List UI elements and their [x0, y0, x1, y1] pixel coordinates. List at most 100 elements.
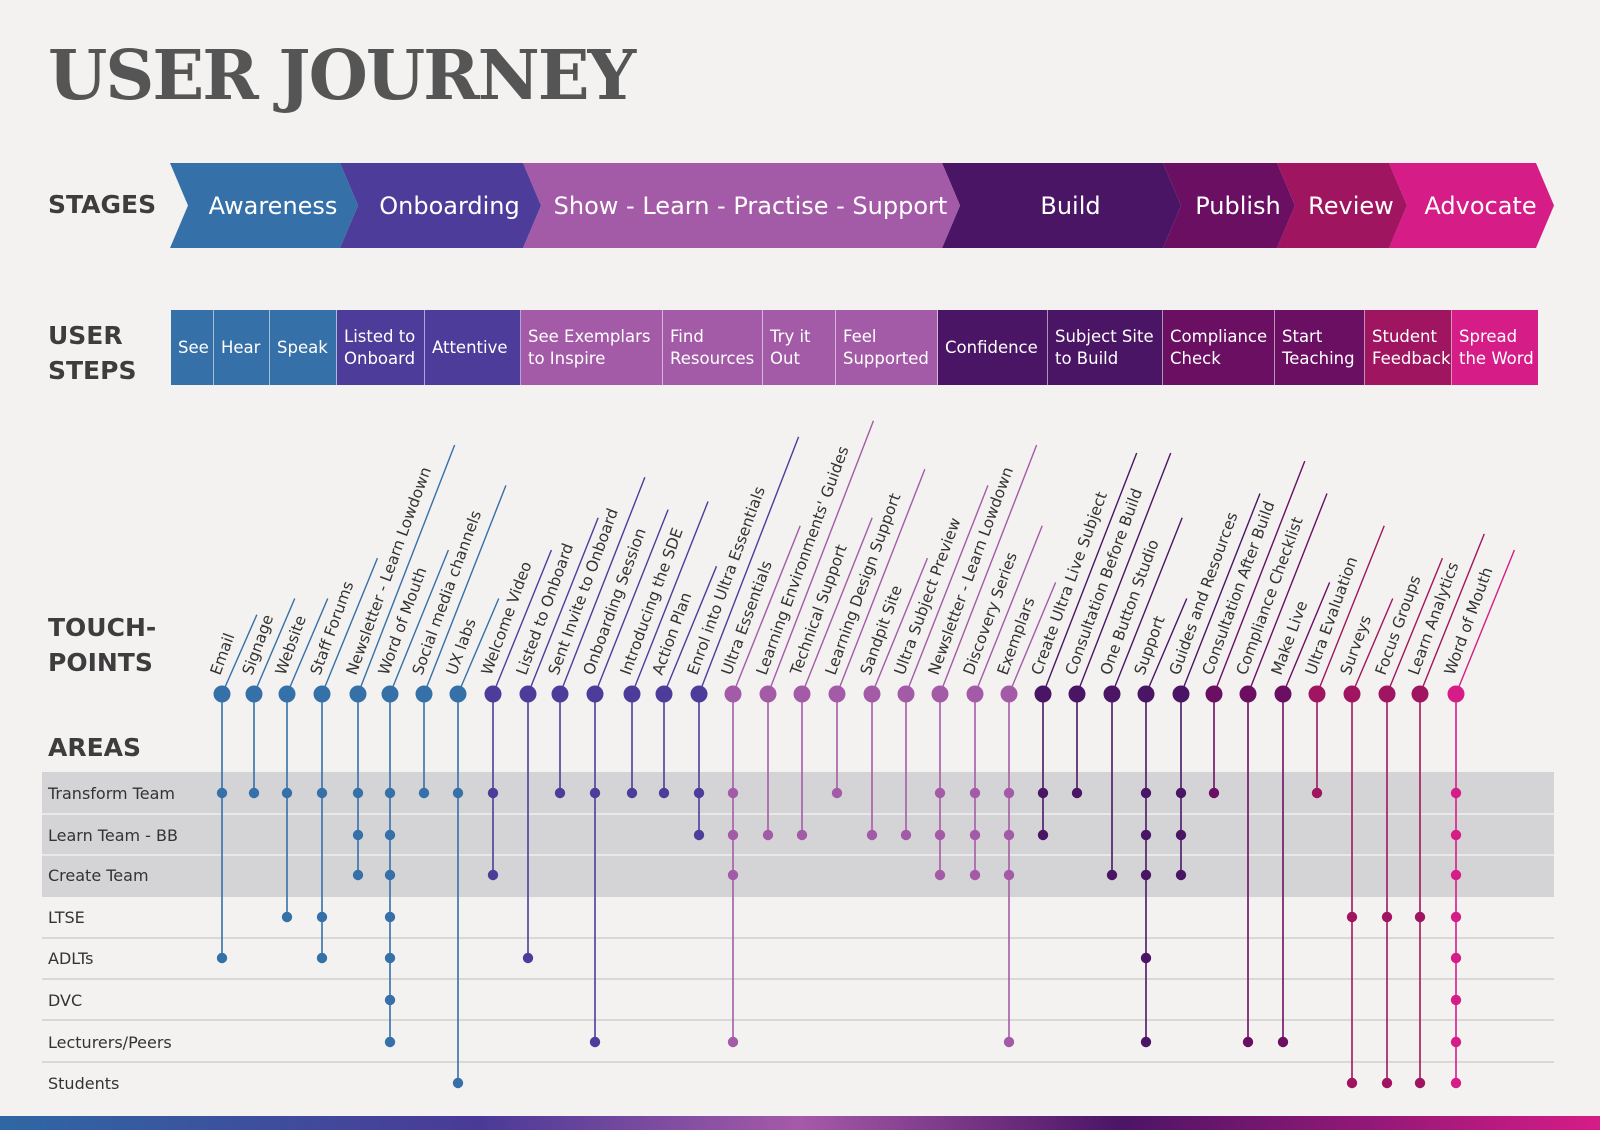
- touchpoint-leader-line: [527, 517, 599, 695]
- area-dot: [352, 829, 364, 841]
- area-dot: [727, 1036, 739, 1048]
- user-step-feel-supported: Feel Supported: [836, 310, 938, 385]
- user-step-hear: Hear: [214, 310, 270, 385]
- touchpoint-node-ux-labs: [449, 685, 467, 703]
- user-step-student-feedback: Student Feedback: [1365, 310, 1452, 385]
- user-step-attentive: Attentive: [425, 310, 521, 385]
- touchpoint-leader-line: [357, 444, 456, 695]
- area-dot: [969, 787, 981, 799]
- area-dot: [352, 869, 364, 881]
- areas-label: AREAS: [48, 733, 142, 762]
- touchpoint-leader-line: [221, 614, 258, 695]
- area-dot: [554, 787, 566, 799]
- area-label-lecturers-peers: Lecturers/Peers: [48, 1033, 172, 1052]
- touchpoint-leader-line: [423, 485, 507, 695]
- touchpoint-lines: [221, 420, 1516, 1083]
- touchpoint-node-compliance-checklist: [1239, 685, 1257, 703]
- page-title: USER JOURNEY: [48, 36, 636, 116]
- touchpoint-leader-line: [559, 477, 646, 695]
- touchpoint-leader-line: [1455, 549, 1516, 695]
- area-dot: [384, 1036, 396, 1048]
- user-step-label: Confidence: [945, 337, 1038, 357]
- touchpoint-node-onboarding-session: [586, 685, 604, 703]
- touchpoint-leader-line: [1111, 517, 1183, 695]
- area-dot: [693, 787, 705, 799]
- touchpoint-leader-line: [457, 598, 500, 695]
- area-dot: [452, 1077, 464, 1089]
- area-dot: [727, 869, 739, 881]
- area-dot: [452, 787, 464, 799]
- area-dot: [1175, 829, 1187, 841]
- area-dot: [1140, 869, 1152, 881]
- area-dot: [1381, 1077, 1393, 1089]
- area-dot: [248, 787, 260, 799]
- stage-review: Review: [1308, 191, 1394, 220]
- touchpoint-leader-line: [801, 517, 873, 695]
- area-dot: [216, 787, 228, 799]
- touchpoint-node-focus-groups: [1378, 685, 1396, 703]
- area-dot: [487, 869, 499, 881]
- stages-label: STAGES: [48, 190, 157, 219]
- area-labels: Transform Team Learn Team - BB Create Team…: [47, 784, 178, 1093]
- touchpoint-label-signage: Signage: [239, 612, 277, 677]
- touchpoint-node-newsletter-learn-lowdown: [349, 685, 367, 703]
- area-dot: [1140, 1036, 1152, 1048]
- area-dot: [969, 869, 981, 881]
- user-step-speak: Speak: [270, 310, 337, 385]
- touchpoint-leader-line: [939, 444, 1038, 695]
- area-dot: [1381, 911, 1393, 923]
- touchpoint-node-surveys: [1343, 685, 1361, 703]
- touchpoint-node-learning-environments-guides: [759, 685, 777, 703]
- touchpoint-leader-line: [594, 509, 669, 695]
- area-dot: [796, 829, 808, 841]
- user-step-start-teaching: Start Teaching: [1275, 310, 1365, 385]
- area-label-ltse: LTSE: [48, 908, 85, 927]
- area-dot: [1140, 952, 1152, 964]
- touchpoint-node-ultra-evaluation: [1308, 685, 1326, 703]
- area-dot: [1208, 787, 1220, 799]
- user-step-confidence: Confidence: [938, 310, 1048, 385]
- touchpoint-leader-line: [1180, 493, 1261, 695]
- touchpoint-node-ultra-subject-preview: [897, 685, 915, 703]
- stage-advocate: Advocate: [1424, 191, 1537, 220]
- touchpoint-leader-line: [253, 598, 296, 695]
- user-step-label: Listed to Onboard: [344, 326, 416, 368]
- area-dot: [1311, 787, 1323, 799]
- touchpoint-leader-line: [1213, 460, 1306, 695]
- touchpoint-node-newsletter-learn-lowdown: [931, 685, 949, 703]
- user-step-label: Speak: [277, 337, 328, 357]
- touchpoint-node-website: [278, 685, 296, 703]
- area-dot: [1106, 869, 1118, 881]
- touchpoint-leader-line: [836, 468, 926, 695]
- area-dot: [216, 952, 228, 964]
- area-dot: [1450, 994, 1462, 1006]
- touchpoint-leader-line: [492, 549, 553, 695]
- user-step-label: See Exemplars to Inspire: [528, 326, 651, 368]
- user-step-listed-to-onboard: Listed to Onboard: [337, 310, 425, 385]
- area-dot: [934, 787, 946, 799]
- touchpoint-node-enrol-into-ultra-essentials: [690, 685, 708, 703]
- area-dot: [900, 829, 912, 841]
- user-step-label: Start Teaching: [1282, 326, 1355, 368]
- stage-publish: Publish: [1195, 191, 1281, 220]
- user-step-spread-the-word: Spread the Word: [1452, 310, 1538, 385]
- touchpoint-leader-line: [1316, 525, 1385, 695]
- area-label-create-team: Create Team: [48, 866, 149, 885]
- touchpoint-leader-line: [1076, 452, 1172, 695]
- area-dot: [1175, 787, 1187, 799]
- stage-onboarding: Onboarding: [379, 191, 520, 220]
- area-dot: [316, 952, 328, 964]
- touchpoint-label-website: Website: [272, 613, 310, 677]
- user-step-label: Find Resources: [670, 326, 755, 368]
- touchpoint-node-email: [213, 685, 231, 703]
- user-step-label: Student Feedback: [1372, 326, 1451, 368]
- touchpoint-node-discovery-series: [966, 685, 984, 703]
- area-label-students: Students: [48, 1074, 119, 1093]
- area-dot: [281, 911, 293, 923]
- touchpoint-leader-line: [732, 525, 801, 695]
- touchpoint-leader-line: [631, 501, 709, 695]
- touchpoint-node-technical-support: [793, 685, 811, 703]
- user-step-label: Feel Supported: [843, 326, 929, 368]
- stage-build: Build: [1040, 191, 1101, 220]
- touchpoint-leader-line: [321, 557, 379, 695]
